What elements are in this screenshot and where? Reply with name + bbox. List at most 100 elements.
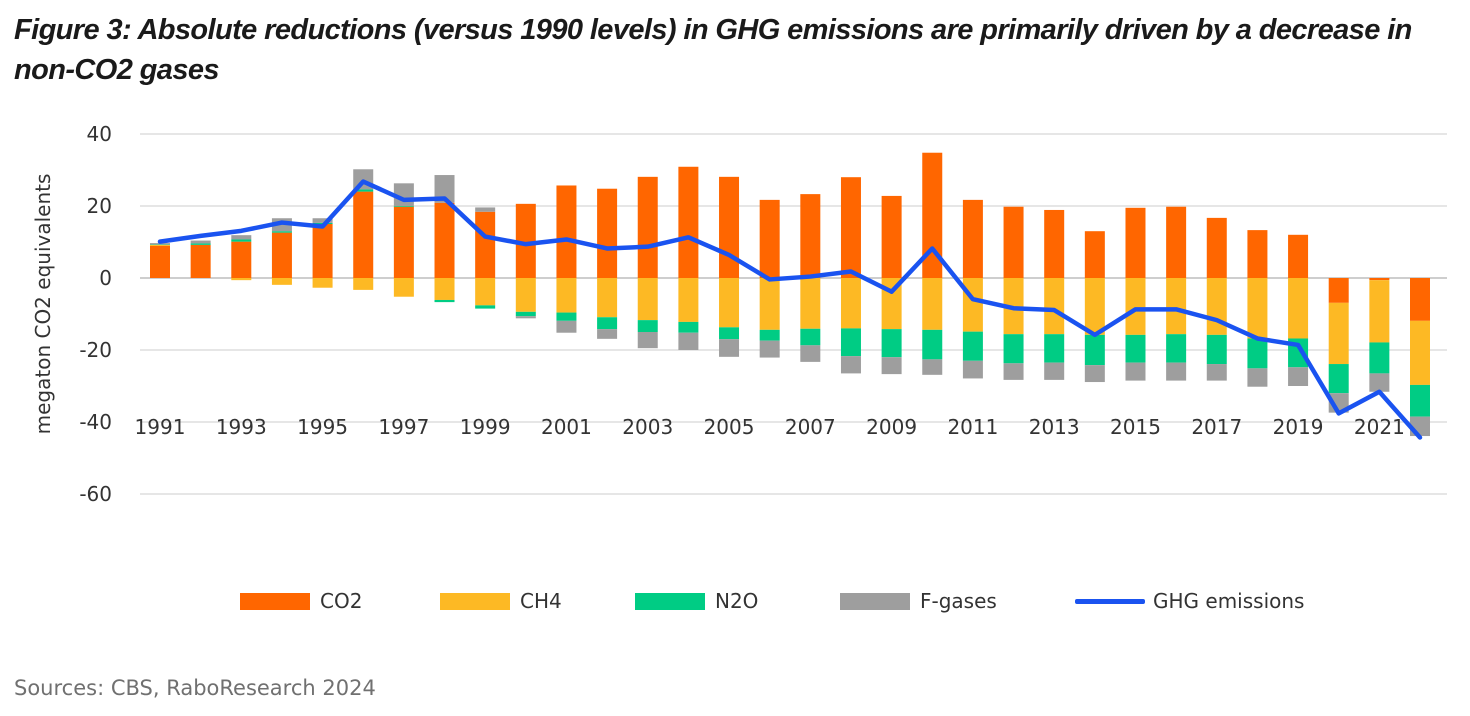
bar-ch4 bbox=[1044, 278, 1065, 335]
legend-label-ch4: CH4 bbox=[520, 589, 562, 613]
bar-n2o bbox=[759, 329, 780, 341]
legend-item-n2o: N2O bbox=[635, 584, 758, 618]
bar-ch4 bbox=[759, 278, 780, 330]
chart-title: Figure 3: Absolute reductions (versus 19… bbox=[14, 14, 1412, 86]
bar-n2o bbox=[840, 328, 861, 357]
ghg-emissions-line bbox=[157, 179, 1423, 440]
bar-co2 bbox=[962, 199, 983, 278]
bar-ch4 bbox=[1410, 320, 1430, 385]
bar-n2o bbox=[1369, 342, 1390, 374]
bar-n2o bbox=[1247, 338, 1268, 369]
x-tick-label: 2009 bbox=[866, 415, 917, 439]
bar-f-gases bbox=[231, 235, 252, 240]
bar-ch4 bbox=[597, 278, 618, 318]
bar-co2 bbox=[597, 188, 618, 278]
bar-n2o bbox=[597, 317, 618, 330]
source-note: Sources: CBS, RaboResearch 2024 bbox=[14, 676, 376, 700]
bar-co2 bbox=[1328, 278, 1349, 303]
bar-co2 bbox=[1084, 231, 1105, 278]
x-tick-label: 1997 bbox=[378, 415, 429, 439]
x-tick-label: 2021 bbox=[1354, 415, 1405, 439]
x-tick-label: 2005 bbox=[704, 415, 755, 439]
bar-co2 bbox=[1369, 278, 1390, 281]
bar-ch4 bbox=[637, 278, 658, 321]
bar-ch4 bbox=[271, 278, 292, 285]
bar-n2o bbox=[1410, 384, 1430, 417]
x-tick-label: 1991 bbox=[135, 415, 186, 439]
x-tick-label: 2011 bbox=[947, 415, 998, 439]
legend-swatch-f-gases bbox=[840, 592, 910, 610]
bar-f-gases bbox=[597, 329, 618, 339]
y-tick-label: 0 bbox=[99, 266, 112, 290]
bar-n2o bbox=[1084, 334, 1105, 366]
x-tick-label: 2001 bbox=[541, 415, 592, 439]
x-tick-label: 1999 bbox=[460, 415, 511, 439]
bar-f-gases bbox=[719, 339, 740, 357]
legend-item-ch4: CH4 bbox=[440, 584, 562, 618]
bar-n2o bbox=[1328, 364, 1349, 394]
bar-n2o bbox=[190, 243, 211, 245]
bar-ch4 bbox=[393, 278, 414, 297]
bar-ch4 bbox=[962, 278, 983, 332]
y-axis-label: megaton CO2 equivalents bbox=[31, 174, 55, 435]
legend-swatch-ghg bbox=[1075, 598, 1145, 604]
bar-co2 bbox=[1044, 209, 1065, 278]
bar-ch4 bbox=[353, 278, 374, 290]
bar-n2o bbox=[556, 312, 577, 321]
legend-swatch-n2o bbox=[635, 592, 705, 610]
bar-n2o bbox=[434, 299, 455, 303]
chart: megaton CO2 equivalents 40 20 0 -20 -40 -60 1… bbox=[31, 122, 1447, 506]
bar-ch4 bbox=[1125, 278, 1146, 335]
bar-n2o bbox=[1206, 334, 1227, 365]
legend-item-f-gases: F-gases bbox=[840, 584, 997, 618]
bar-f-gases bbox=[678, 332, 699, 350]
bar-co2 bbox=[312, 224, 333, 278]
bar-co2 bbox=[1288, 234, 1309, 278]
bar-co2 bbox=[840, 177, 861, 278]
bar-ch4 bbox=[312, 278, 333, 288]
bar-ch4 bbox=[434, 278, 455, 300]
bar-n2o bbox=[800, 328, 821, 346]
y-ticks: 40 20 0 -20 -40 -60 bbox=[79, 122, 112, 506]
bar-ch4 bbox=[1206, 278, 1227, 335]
legend-label-co2: CO2 bbox=[320, 589, 363, 613]
legend-label-n2o: N2O bbox=[715, 589, 759, 613]
bar-f-gases bbox=[475, 207, 496, 212]
y-tick-label: -20 bbox=[79, 338, 112, 362]
bar-n2o bbox=[678, 321, 699, 333]
x-tick-label: 2017 bbox=[1191, 415, 1242, 439]
bar-f-gases bbox=[962, 360, 983, 379]
bar-f-gases bbox=[515, 316, 536, 319]
bar-f-gases bbox=[1166, 362, 1187, 381]
ghg-line bbox=[157, 179, 1423, 440]
legend-item-co2: CO2 bbox=[240, 584, 362, 618]
bar-f-gases bbox=[881, 357, 902, 375]
bar-ch4 bbox=[1084, 278, 1105, 335]
x-tick-label: 2003 bbox=[622, 415, 673, 439]
bar-f-gases bbox=[840, 356, 861, 374]
bar-co2 bbox=[1166, 206, 1187, 278]
y-tick-label: 40 bbox=[87, 122, 112, 146]
bar-n2o bbox=[271, 231, 292, 233]
bar-co2 bbox=[800, 194, 821, 278]
bar-f-gases bbox=[1003, 363, 1024, 380]
x-tick-label: 2015 bbox=[1110, 415, 1161, 439]
bar-co2 bbox=[1206, 217, 1227, 278]
bar-n2o bbox=[353, 189, 374, 192]
legend-label-ghg: GHG emissions bbox=[1153, 589, 1305, 613]
bar-co2 bbox=[393, 206, 414, 278]
bar-ch4 bbox=[1166, 278, 1187, 335]
bar-n2o bbox=[637, 320, 658, 332]
bar-co2 bbox=[1003, 206, 1024, 278]
bar-f-gases bbox=[1044, 362, 1065, 380]
bar-co2 bbox=[231, 241, 252, 278]
bar-ch4 bbox=[1247, 278, 1268, 339]
bar-f-gases bbox=[1206, 364, 1227, 381]
bar-n2o bbox=[881, 329, 902, 358]
bar-ch4 bbox=[556, 278, 577, 313]
bar-co2 bbox=[190, 244, 211, 278]
bar-n2o bbox=[475, 305, 496, 309]
bar-f-gases bbox=[1084, 365, 1105, 383]
bar-co2 bbox=[922, 152, 943, 278]
bar-f-gases bbox=[1288, 367, 1309, 386]
